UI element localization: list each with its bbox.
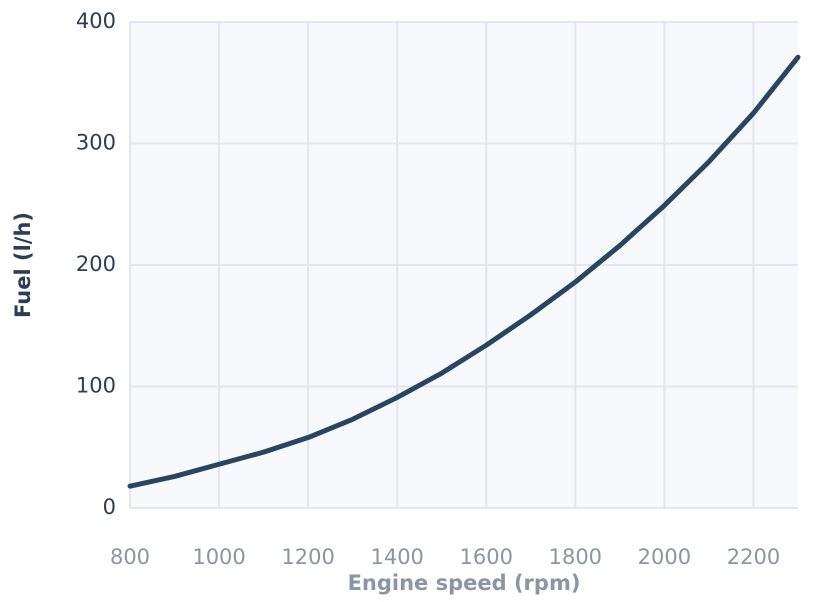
x-tick-label: 2000 bbox=[638, 545, 691, 569]
y-tick-label: 400 bbox=[76, 9, 116, 33]
x-tick-label: 2200 bbox=[727, 545, 780, 569]
y-axis-title: Fuel (l/h) bbox=[11, 212, 35, 318]
x-tick-label: 1000 bbox=[192, 545, 245, 569]
y-tick-label: 0 bbox=[103, 495, 116, 519]
x-axis-title: Engine speed (rpm) bbox=[348, 571, 581, 595]
y-tick-label: 200 bbox=[76, 252, 116, 276]
y-tick-label: 100 bbox=[76, 374, 116, 398]
x-tick-label: 1200 bbox=[281, 545, 334, 569]
x-tick-label: 1600 bbox=[460, 545, 513, 569]
x-tick-label: 1400 bbox=[370, 545, 423, 569]
y-tick-label: 300 bbox=[76, 131, 116, 155]
line bbox=[127, 54, 801, 489]
x-tick-label: 800 bbox=[110, 545, 150, 569]
x-tick-label: 1800 bbox=[549, 545, 602, 569]
